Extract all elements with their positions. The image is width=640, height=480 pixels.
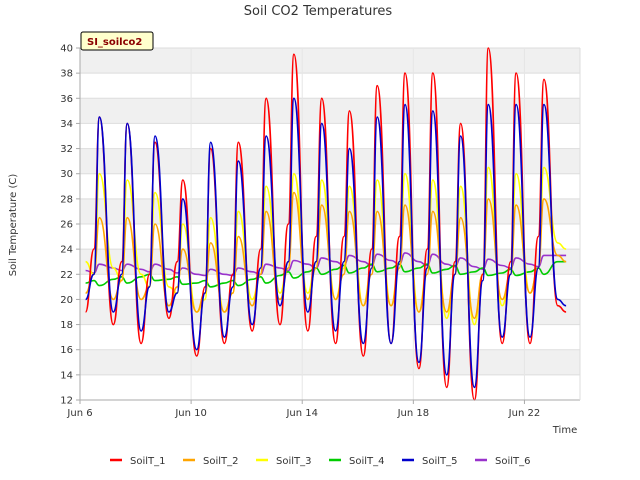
y-tick-label: 40 [60, 44, 73, 55]
legend-label-soilt_4: SoilT_4 [349, 456, 385, 467]
series-line-soilt_5 [84, 97, 567, 389]
y-tick-label: 26 [60, 220, 73, 231]
x-tick-label: Jun 22 [508, 408, 541, 419]
y-tick-label: 28 [60, 194, 73, 205]
y-tick-label: 18 [60, 320, 73, 331]
x-tick-label: Jun 6 [66, 408, 92, 419]
x-tick-label: Jun 18 [397, 408, 430, 419]
legend: SoilT_1 SoilT_2 SoilT_3 SoilT_4 SoilT_5 SoilT… [110, 456, 531, 467]
y-tick-label: 24 [60, 245, 73, 256]
legend-label-soilt_2: SoilT_2 [203, 456, 239, 467]
legend-label-soilt_5: SoilT_5 [422, 456, 458, 467]
series-lines [84, 47, 567, 401]
legend-label-soilt_1: SoilT_1 [130, 456, 166, 467]
plot-band [80, 148, 580, 174]
site-badge-label: SI_soilco2 [87, 37, 142, 48]
y-axis-label: Soil Temperature (C) [8, 174, 19, 277]
legend-label-soilt_6: SoilT_6 [495, 456, 531, 467]
y-tick-label: 20 [60, 295, 73, 306]
plot-band [80, 48, 580, 74]
x-tick-label: Jun 14 [285, 408, 318, 419]
plot-band [80, 198, 580, 224]
y-tick-label: 22 [60, 270, 73, 281]
plot-band [80, 349, 580, 375]
plot-band [80, 299, 580, 325]
y-tick-label: 36 [60, 94, 73, 105]
y-tick-label: 30 [60, 169, 73, 180]
chart-title: Soil CO2 Temperatures [244, 4, 393, 19]
plot-band [80, 98, 580, 124]
x-axis-label: Time [552, 425, 577, 436]
y-tick-label: 34 [60, 119, 73, 130]
legend-label-soilt_3: SoilT_3 [276, 456, 312, 467]
y-tick-label: 14 [60, 370, 73, 381]
x-axis-ticks: Jun 6 Jun 10 Jun 14 Jun 18 Jun 22 [66, 400, 540, 419]
site-badge-box [80, 31, 154, 51]
x-tick-label: Jun 10 [174, 408, 207, 419]
y-tick-label: 38 [60, 69, 73, 80]
y-tick-label: 32 [60, 144, 73, 155]
y-tick-label: 16 [60, 345, 73, 356]
y-axis-ticks: 12 14 16 18 20 22 24 26 28 30 32 34 36 38 40 [60, 44, 80, 407]
site-badge: SI_soilco2 [80, 31, 154, 51]
y-tick-label: 12 [60, 396, 73, 407]
